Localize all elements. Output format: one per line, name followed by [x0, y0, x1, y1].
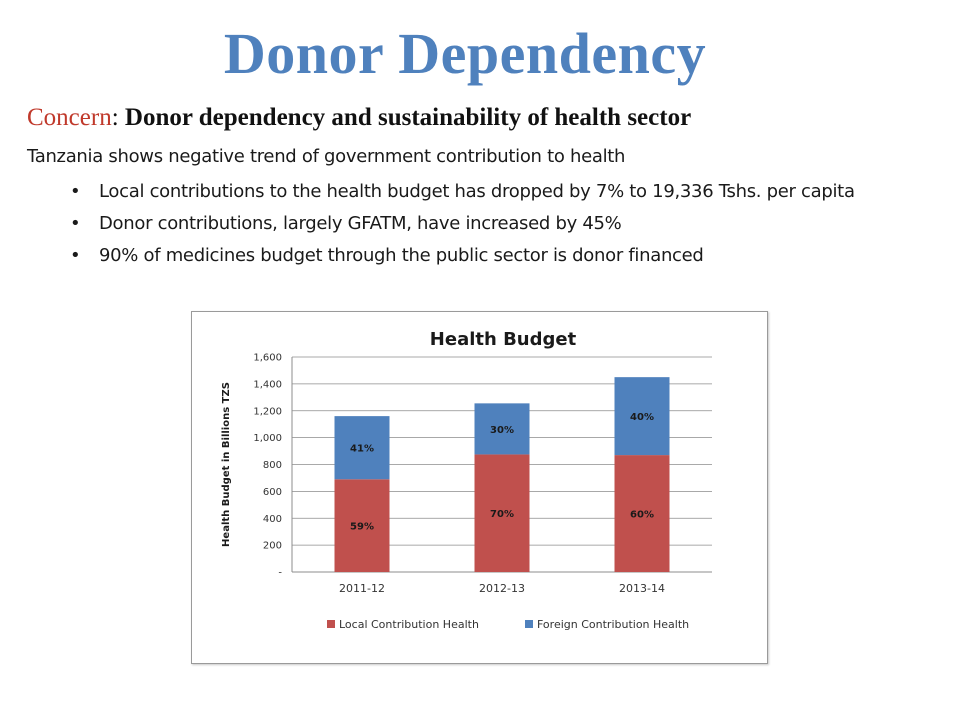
bullet-item: 90% of medicines budget through the publ… [60, 234, 855, 278]
y-tick-label: 1,000 [253, 433, 282, 444]
intro-text: Tanzania shows negative trend of governm… [27, 146, 626, 167]
y-tick-label: 400 [263, 514, 282, 525]
y-tick-label: - [278, 568, 282, 579]
x-tick-label: 2013-14 [619, 582, 665, 595]
y-tick-label: 800 [263, 460, 282, 471]
health-budget-chart: Health Budget - 200 400 600 800 1,000 1,200 1,40… [191, 311, 768, 664]
y-tick-label: 1,400 [253, 379, 282, 390]
y-tick-label: 200 [263, 541, 282, 552]
x-tick-label: 2012-13 [479, 582, 525, 595]
chart-svg: Health Budget - 200 400 600 800 1,000 1,200 1,40… [221, 329, 712, 631]
legend-swatch [525, 620, 533, 628]
y-tick-label: 600 [263, 487, 282, 498]
bullet-item: Local contributions to the health budget… [60, 170, 855, 214]
concern-label: Concern [27, 104, 112, 131]
data-label: 60% [630, 510, 654, 521]
chart-title: Health Budget [430, 329, 577, 350]
bar-segment [614, 377, 670, 456]
y-tick-label: 1,200 [253, 406, 282, 417]
slide-title: Donor Dependency [223, 21, 707, 86]
bullet-list: Local contributions to the health budget… [60, 170, 855, 278]
bar-segment [334, 416, 390, 480]
data-label: 40% [630, 412, 654, 423]
data-label: 41% [350, 444, 374, 455]
bar-segment [474, 454, 530, 572]
legend-swatch [327, 620, 335, 628]
legend-entry: Local Contribution Health [339, 618, 479, 631]
concern-line: Concern: Donor dependency and sustainabi… [27, 104, 692, 131]
legend-entry: Foreign Contribution Health [537, 618, 689, 631]
bar-segment [614, 455, 670, 572]
bar-segment [474, 403, 530, 455]
x-tick-label: 2011-12 [339, 582, 385, 595]
bar-segment [334, 479, 390, 572]
y-axis-label: Health Budget in Billions TZS [221, 382, 232, 547]
data-label: 30% [490, 425, 514, 436]
bullet-item: Donor contributions, largely GFATM, have… [60, 202, 855, 246]
y-tick-label: 1,600 [253, 353, 282, 364]
data-label: 70% [490, 509, 514, 520]
data-label: 59% [350, 522, 374, 533]
concern-text: Donor dependency and sustainability of h… [124, 104, 692, 131]
